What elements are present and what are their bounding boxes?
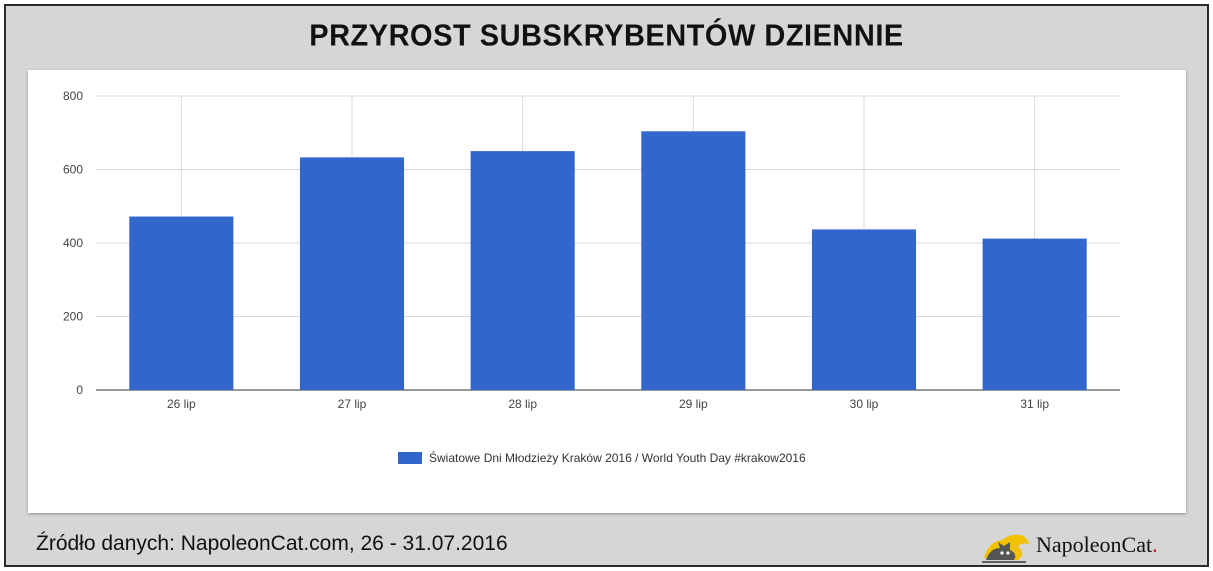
x-tick-label: 30 lip: [850, 397, 879, 411]
bar-chart: 0 200 400 600 800 26 lip 27 lip 28 lip 29 lip 30 …: [63, 89, 1120, 465]
bar-31-lip: [982, 238, 1087, 390]
bar-27-lip: [299, 157, 405, 390]
y-tick-label: 800: [63, 89, 83, 103]
x-tick-label: 28 lip: [508, 397, 537, 411]
legend-label: Światowe Dni Młodzieży Kraków 2016 / Wor…: [429, 450, 806, 465]
brand-label: NapoleonCat: [1036, 532, 1153, 557]
brand-dot: .: [1152, 532, 1158, 557]
legend-swatch: [398, 452, 422, 464]
cat-icon: [982, 534, 1030, 563]
bar-26-lip: [129, 216, 234, 390]
y-tick-label: 400: [63, 236, 83, 250]
chart-panel: 0 200 400 600 800 26 lip 27 lip 28 lip 29 lip 30 …: [28, 70, 1186, 513]
brand-logo: NapoleonCat.: [976, 526, 1196, 564]
x-tick-label: 31 lip: [1020, 397, 1049, 411]
x-tick-label: 29 lip: [679, 397, 708, 411]
source-note: Źródło danych: NapoleonCat.com, 26 - 31.…: [36, 532, 508, 555]
x-tick-label: 26 lip: [167, 397, 196, 411]
y-tick-label: 600: [63, 163, 83, 177]
y-tick-label: 0: [76, 383, 83, 397]
bar-29-lip: [641, 131, 746, 390]
brand-name: NapoleonCat.: [1036, 532, 1158, 558]
x-tick-label: 27 lip: [338, 397, 367, 411]
page-title: PRZYROST SUBSKRYBENTÓW DZIENNIE: [309, 19, 904, 53]
chart-frame: PRZYROST SUBSKRYBENTÓW DZIENNIE 0 200 400 6…: [4, 4, 1209, 567]
bar-28-lip: [470, 151, 575, 390]
y-tick-label: 200: [63, 310, 83, 324]
bar-30-lip: [811, 229, 917, 390]
